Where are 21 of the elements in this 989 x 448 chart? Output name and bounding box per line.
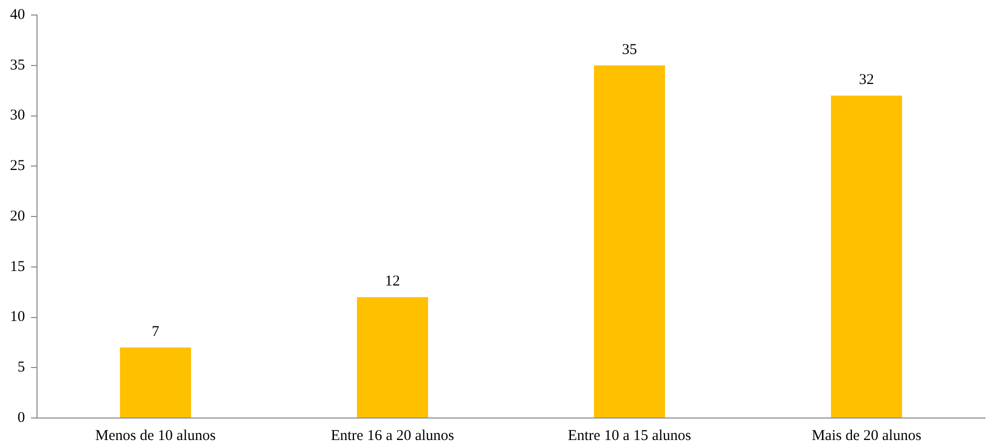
y-tick-label: 35	[10, 57, 25, 74]
x-tick-label: Entre 10 a 15 alunos	[568, 428, 692, 444]
data-label: 32	[859, 72, 874, 88]
y-tick-label: 40	[10, 6, 25, 23]
y-tick-label: 10	[10, 309, 25, 326]
data-label: 35	[622, 42, 637, 58]
bar	[830, 96, 902, 418]
y-tick-label: 5	[18, 360, 25, 376]
bar	[594, 65, 666, 418]
bar	[120, 347, 192, 418]
data-label: 7	[152, 324, 160, 340]
y-tick-label: 15	[10, 258, 25, 275]
data-label: 12	[385, 274, 400, 290]
x-tick-label: Menos de 10 alunos	[95, 428, 216, 444]
y-tick-label: 20	[10, 208, 25, 224]
y-tick-label: 0	[18, 410, 25, 426]
y-tick-label: 25	[10, 158, 25, 174]
y-tick-label: 30	[10, 108, 25, 124]
x-tick-label: Entre 16 a 20 alunos	[330, 428, 454, 444]
x-tick-label: Mais de 20 alunos	[812, 428, 922, 444]
bar	[356, 297, 428, 418]
